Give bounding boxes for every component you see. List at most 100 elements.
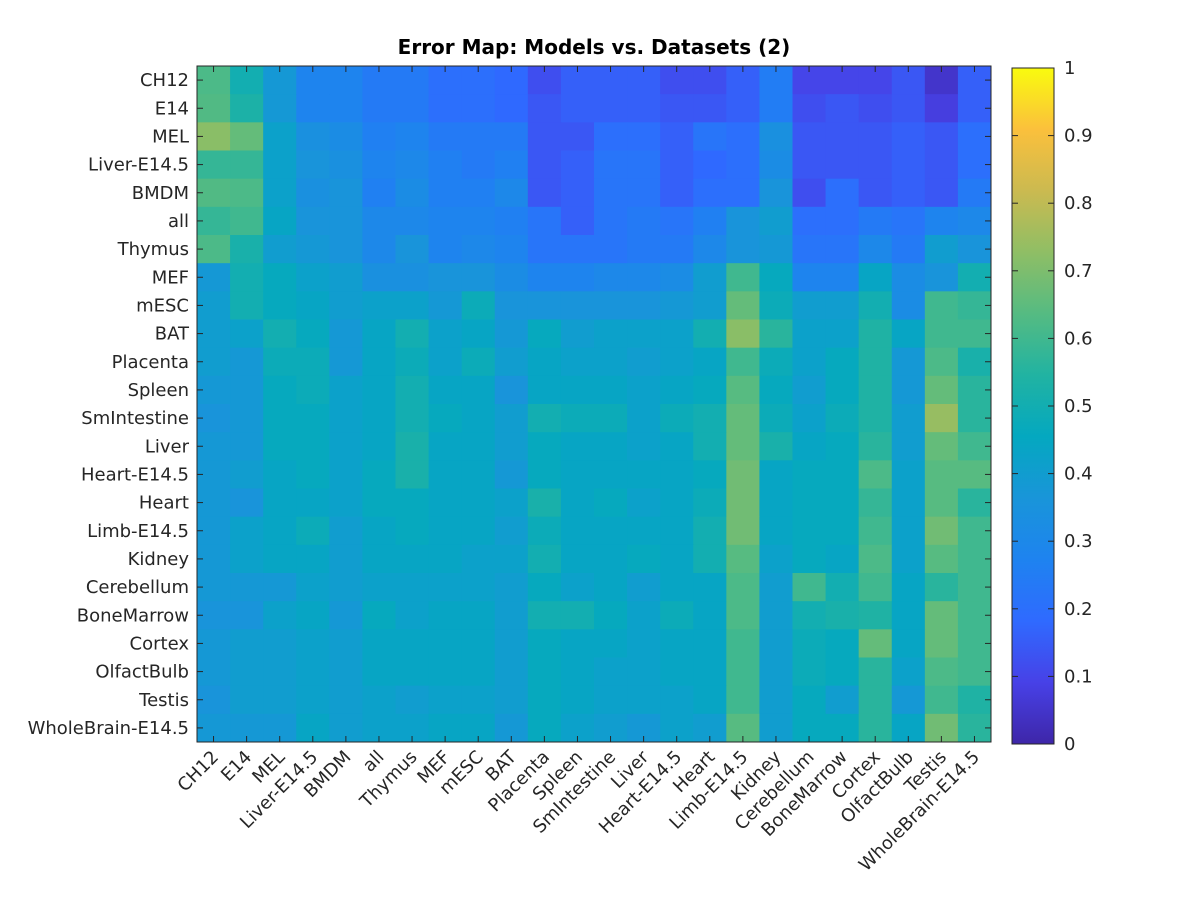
heatmap-cell: [891, 573, 926, 602]
heatmap-cell: [693, 601, 727, 630]
heatmap-cell: [759, 122, 793, 151]
heatmap-cell: [726, 178, 760, 208]
heatmap-cell: [395, 291, 430, 320]
heatmap-cell: [527, 488, 562, 518]
y-tick-label: CH12: [140, 70, 189, 91]
heatmap-cell: [660, 375, 694, 405]
heatmap-cell: [792, 178, 827, 208]
heatmap-cell: [560, 291, 595, 320]
y-tick-label: Kidney: [128, 549, 190, 570]
heatmap-cell: [362, 629, 396, 658]
heatmap-cell: [230, 544, 264, 574]
heatmap-cell: [263, 544, 297, 574]
heatmap-cell: [263, 601, 297, 630]
heatmap-cell: [395, 601, 430, 630]
heatmap-cell: [527, 544, 562, 574]
y-tick-label: Heart-E14.5: [81, 464, 189, 485]
heatmap-cell: [726, 291, 760, 320]
heatmap-cell: [395, 488, 430, 518]
heatmap-cell: [759, 601, 793, 630]
heatmap-cell: [660, 460, 694, 489]
heatmap-cell: [560, 263, 595, 292]
heatmap-cell: [263, 291, 297, 320]
y-tick-label: Limb-E14.5: [87, 521, 189, 542]
y-tick-label: all: [168, 211, 189, 232]
heatmap-cell: [594, 122, 628, 151]
heatmap-cell: [296, 488, 330, 518]
heatmap-cell: [494, 347, 529, 377]
heatmap-cell: [560, 375, 595, 405]
heatmap-cell: [230, 375, 264, 405]
heatmap-cell: [726, 629, 760, 658]
plot-frame: [196, 65, 992, 743]
heatmap-cell: [527, 347, 562, 377]
heatmap-cell: [594, 150, 628, 180]
heatmap-cell: [494, 601, 529, 630]
heatmap-cell: [296, 94, 330, 123]
heatmap-cell: [527, 178, 562, 208]
heatmap-cell: [263, 404, 297, 433]
heatmap-cell: [825, 516, 860, 546]
heatmap-cell: [660, 685, 694, 715]
heatmap-cell: [660, 150, 694, 180]
heatmap-cell: [263, 263, 297, 292]
heatmap-cell: [560, 573, 595, 602]
heatmap-cell: [594, 206, 628, 236]
heatmap-cell: [428, 347, 463, 377]
heatmap-cell: [858, 629, 893, 658]
heatmap-cell: [693, 375, 727, 405]
heatmap-cell: [693, 235, 727, 264]
heatmap-cell: [891, 460, 926, 489]
heatmap-cell: [660, 601, 694, 630]
heatmap-cell: [560, 601, 595, 630]
heatmap-cell: [395, 94, 430, 123]
heatmap-cell: [296, 601, 330, 630]
heatmap-cell: [726, 573, 760, 602]
heatmap-cell: [660, 488, 694, 518]
heatmap-cell: [560, 460, 595, 489]
heatmap-cell: [660, 291, 694, 320]
heatmap-cell: [693, 319, 727, 349]
heatmap-cell: [924, 122, 959, 151]
heatmap-cell: [924, 657, 959, 687]
heatmap-cell: [230, 235, 264, 264]
heatmap-cell: [924, 488, 959, 518]
heatmap-cell: [693, 206, 727, 236]
heatmap-cell: [924, 291, 959, 320]
heatmap-cell: [329, 404, 363, 433]
heatmap-cell: [594, 347, 628, 377]
heatmap-cell: [296, 206, 330, 236]
heatmap-cell: [560, 488, 595, 518]
y-tick-label: E14: [155, 98, 189, 119]
heatmap-cell: [858, 516, 893, 546]
heatmap-cell: [660, 629, 694, 658]
heatmap-cell: [627, 460, 661, 489]
heatmap-cell: [329, 573, 363, 602]
colorbar-tick-label: 0.5: [1064, 396, 1093, 417]
heatmap-cell: [594, 573, 628, 602]
heatmap-cell: [263, 347, 297, 377]
heatmap-cell: [891, 488, 926, 518]
heatmap-cell: [362, 544, 396, 574]
heatmap-cell: [395, 432, 430, 461]
y-tick-label: Placenta: [112, 352, 189, 373]
heatmap-cell: [461, 206, 496, 236]
heatmap-cell: [891, 122, 926, 151]
heatmap-cell: [627, 432, 661, 461]
heatmap-cell: [560, 685, 595, 715]
y-tick-label: BMDM: [132, 183, 189, 204]
y-tick-label: Testis: [138, 690, 189, 711]
heatmap-cell: [263, 685, 297, 715]
heatmap-cell: [660, 319, 694, 349]
heatmap-cell: [461, 404, 496, 433]
heatmap-cell: [660, 347, 694, 377]
heatmap-cell: [494, 685, 529, 715]
heatmap-cell: [494, 375, 529, 405]
heatmap-cell: [693, 573, 727, 602]
heatmap-cell: [693, 488, 727, 518]
heatmap-cell: [296, 404, 330, 433]
heatmap-cell: [362, 206, 396, 236]
y-tick-label: OlfactBulb: [95, 662, 189, 683]
x-tick-label: CH12: [174, 747, 224, 797]
colorbar-tick-label: 0.6: [1064, 328, 1093, 349]
